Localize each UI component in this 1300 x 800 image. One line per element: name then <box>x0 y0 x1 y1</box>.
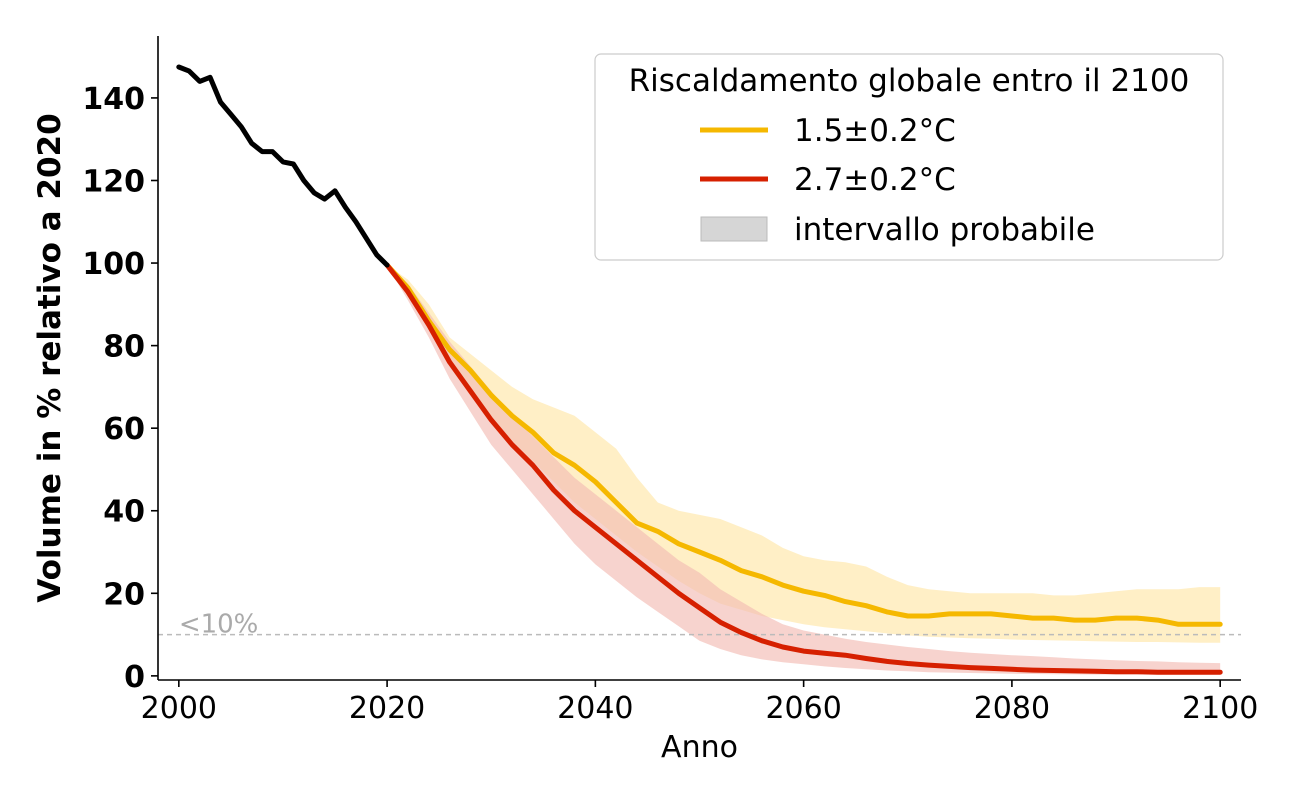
tick-labels: 2000 2020 2040 2060 2080 21000204060801001201… <box>82 82 1258 726</box>
y-axis-label: Volume in % relativo a 2020 <box>32 113 68 602</box>
y-tick-label: 140 <box>82 82 145 117</box>
legend-entry-low: 1.5±0.2°C <box>794 113 956 149</box>
x-tick-label: 2000 <box>141 691 217 726</box>
y-tick-label: 0 <box>124 660 145 695</box>
x-tick-label: 2040 <box>557 691 633 726</box>
likely-range-bands <box>387 265 1221 675</box>
legend-swatch-band <box>700 216 768 242</box>
legend-frame <box>594 53 1224 261</box>
y-tick-label: 80 <box>103 330 145 365</box>
series-line-high <box>384 262 1223 675</box>
series-lines <box>176 64 1223 675</box>
series-line-low <box>384 262 1223 627</box>
annotation-below-10-percent: <10% <box>179 610 259 640</box>
legend-entry-high: 2.7±0.2°C <box>794 162 956 198</box>
x-tick-label: 2100 <box>1182 691 1258 726</box>
legend: Riscaldamento globale entro il 2100 1.5±… <box>594 53 1224 261</box>
x-tick-label: 2020 <box>349 691 425 726</box>
y-tick-label: 120 <box>82 164 145 199</box>
band-high <box>387 265 1221 675</box>
legend-entry-band: intervallo probabile <box>794 212 1095 248</box>
axes <box>157 36 1241 681</box>
y-tick-label: 100 <box>82 247 145 282</box>
x-axis-label: Anno <box>661 730 738 765</box>
x-tick-label: 2060 <box>765 691 841 726</box>
legend-title: Riscaldamento globale entro il 2100 <box>629 63 1190 99</box>
x-tick-label: 2080 <box>974 691 1050 726</box>
historical-line <box>176 64 390 268</box>
y-tick-label: 20 <box>103 577 145 612</box>
y-tick-label: 60 <box>103 412 145 447</box>
y-tick-label: 40 <box>103 495 145 530</box>
